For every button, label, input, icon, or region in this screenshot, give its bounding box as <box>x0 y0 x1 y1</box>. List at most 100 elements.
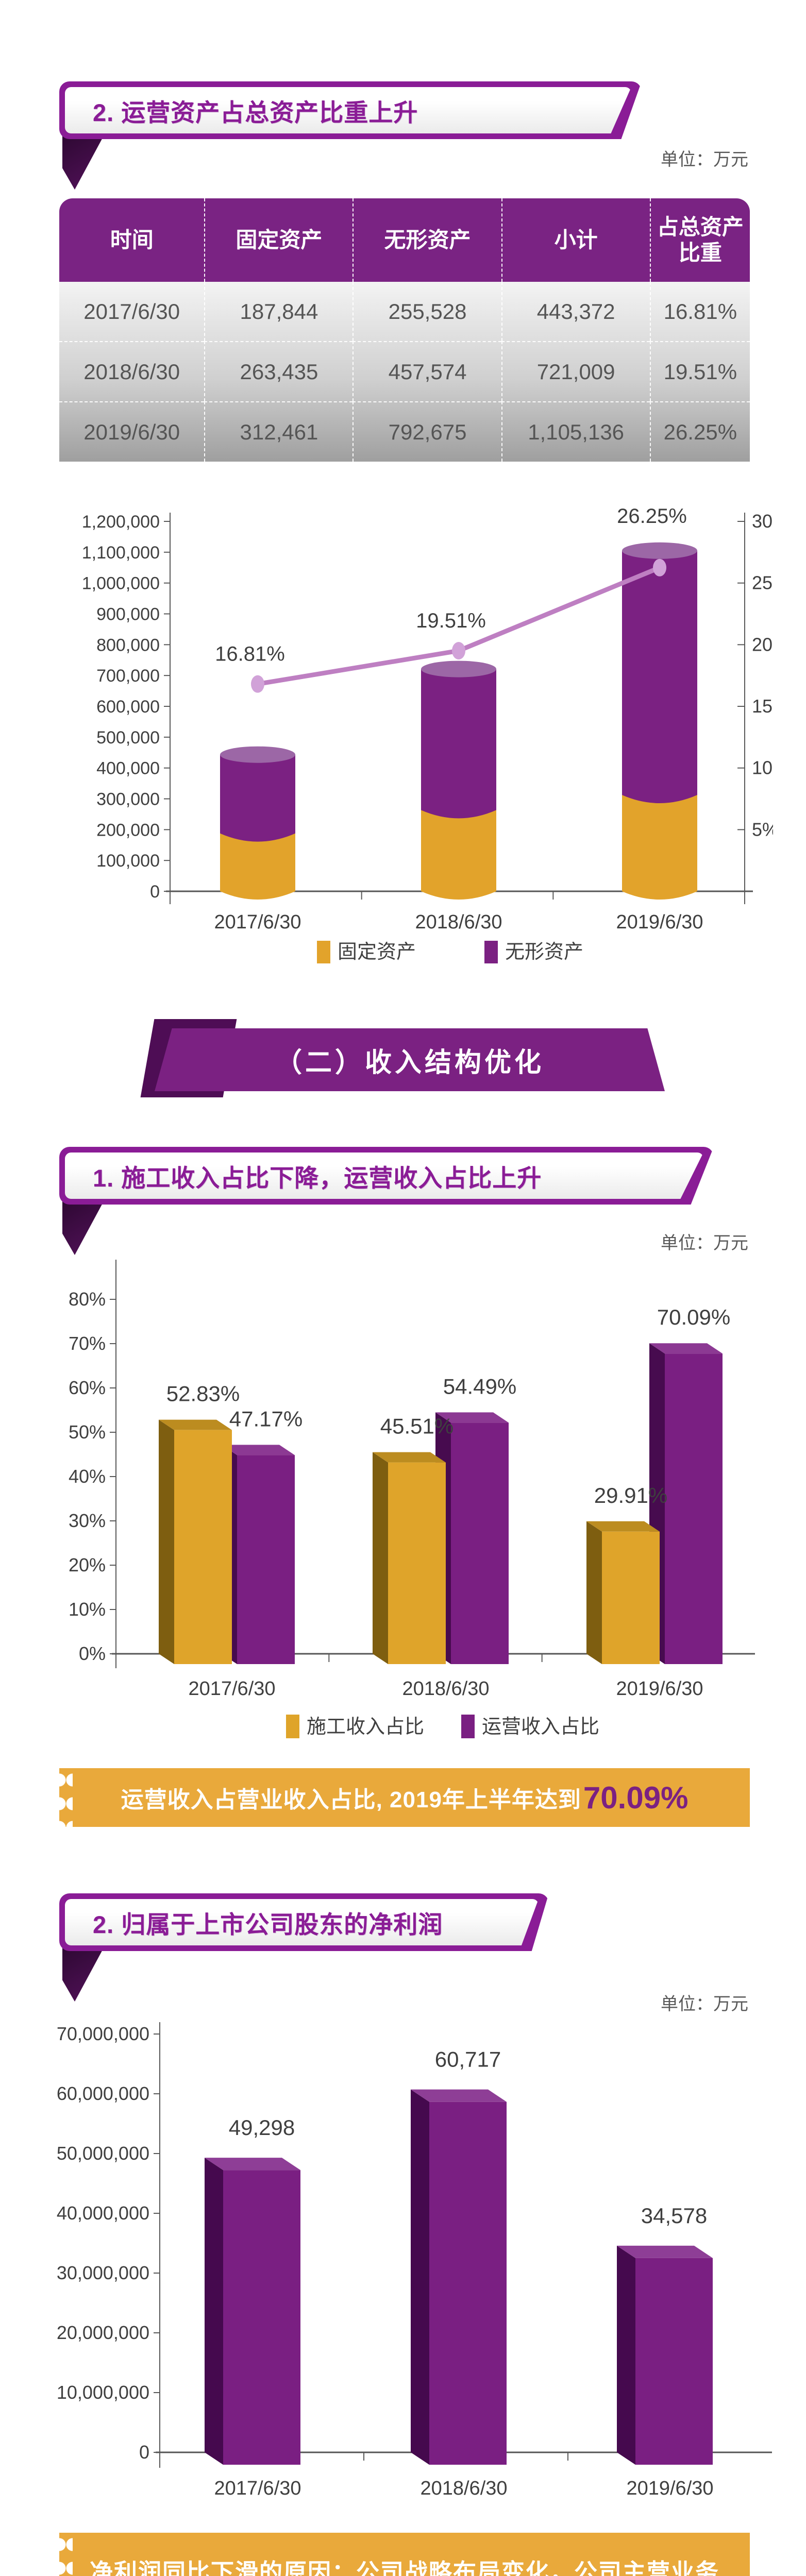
table-cell: 457,574 <box>352 341 501 401</box>
svg-text:10,000,000: 10,000,000 <box>57 2382 149 2403</box>
unit-label-2: 单位：万元 <box>661 1233 748 1253</box>
svg-text:80%: 80% <box>69 1289 106 1310</box>
svg-text:1,100,000: 1,100,000 <box>82 543 160 563</box>
svg-text:30%: 30% <box>69 1510 106 1531</box>
table-cell: 263,435 <box>204 341 353 401</box>
table-cell: 792,675 <box>352 401 501 462</box>
table-header-cell: 固定资产 <box>204 198 352 282</box>
svg-text:30,000,000: 30,000,000 <box>57 2262 149 2283</box>
net-profit-footer-banner: 净利润同比下滑的原因：公司战略布局变化，公司主营业务 收入结构调整，由环境产业建… <box>59 2533 750 2576</box>
banner-fold-ribbon <box>62 1201 104 1255</box>
svg-text:0: 0 <box>150 882 160 902</box>
table-header-cell: 占总资产比重 <box>649 198 750 282</box>
svg-text:70.09%: 70.09% <box>657 1305 730 1329</box>
svg-text:700,000: 700,000 <box>96 666 160 686</box>
svg-text:19.51%: 19.51% <box>416 609 486 632</box>
section1-title: 2. 运营资产占总资产比重上升 <box>93 98 418 126</box>
svg-text:20,000,000: 20,000,000 <box>57 2322 149 2343</box>
section1-title-banner: 2. 运营资产占总资产比重上升 <box>59 81 642 190</box>
svg-text:15%: 15% <box>752 696 773 717</box>
svg-text:26.25%: 26.25% <box>617 505 687 528</box>
asset-table-header: 时间 固定资产 无形资产 小计 占总资产比重 <box>59 198 750 282</box>
svg-text:40,000,000: 40,000,000 <box>57 2202 149 2224</box>
chart-assets-stacked-cylinder-line: 0 100,000 200,000 300,000 400,000 500,000 600,… <box>52 484 773 1005</box>
svg-text:29.91%: 29.91% <box>594 1483 667 1507</box>
svg-text:200,000: 200,000 <box>96 820 160 840</box>
svg-text:60,717: 60,717 <box>435 2047 501 2072</box>
svg-text:20%: 20% <box>752 634 773 655</box>
table-header-cell: 无形资产 <box>352 198 501 282</box>
svg-text:2019/6/30: 2019/6/30 <box>626 2478 713 2499</box>
svg-text:施工收入占比: 施工收入占比 <box>307 1716 424 1738</box>
section2-ribbon: （二）收入结构优化 <box>140 1019 665 1097</box>
banner-fold-ribbon <box>62 1948 104 2002</box>
ribbon-title: （二）收入结构优化 <box>155 1028 665 1091</box>
svg-text:54.49%: 54.49% <box>443 1374 516 1398</box>
svg-text:600,000: 600,000 <box>96 697 160 717</box>
svg-text:固定资产: 固定资产 <box>338 941 416 963</box>
svg-text:1,200,000: 1,200,000 <box>82 512 160 532</box>
table-header-cell: 时间 <box>110 228 154 252</box>
table-cell: 255,528 <box>352 282 501 341</box>
svg-text:20%: 20% <box>69 1554 106 1575</box>
asset-table-body: 2017/6/30 187,844 255,528 443,372 16.81% 2018… <box>59 282 750 462</box>
svg-text:70,000,000: 70,000,000 <box>57 2023 149 2044</box>
svg-text:900,000: 900,000 <box>96 605 160 624</box>
svg-text:70%: 70% <box>69 1333 106 1354</box>
svg-text:2018/6/30: 2018/6/30 <box>415 911 502 933</box>
unit-label-1: 单位：万元 <box>661 150 748 170</box>
table-cell: 26.25% <box>649 401 750 462</box>
table-cell: 16.81% <box>649 282 750 341</box>
asset-table: 时间 固定资产 无形资产 小计 占总资产比重 2017/6/30 187,844 255,5… <box>59 198 750 462</box>
svg-text:5%: 5% <box>752 819 773 840</box>
svg-text:0: 0 <box>139 2442 149 2463</box>
svg-text:34,578: 34,578 <box>641 2204 707 2228</box>
revenue-callout-banner: 运营收入占营业收入占比, 2019年上半年达到 70.09% <box>59 1768 750 1827</box>
table-cell: 721,009 <box>501 341 650 401</box>
svg-text:40%: 40% <box>69 1466 106 1487</box>
svg-text:60%: 60% <box>69 1377 106 1398</box>
svg-text:2018/6/30: 2018/6/30 <box>420 2478 507 2499</box>
table-cell: 443,372 <box>501 282 650 341</box>
svg-text:10%: 10% <box>752 757 773 778</box>
svg-text:49,298: 49,298 <box>229 2115 295 2140</box>
banner-border: 2. 运营资产占总资产比重上升 <box>59 81 642 139</box>
table-cell: 1,105,136 <box>501 401 650 462</box>
svg-text:25%: 25% <box>752 572 773 594</box>
svg-text:运营收入占比: 运营收入占比 <box>482 1716 599 1738</box>
table-cell: 2017/6/30 <box>83 299 180 324</box>
table-cell: 312,461 <box>204 401 353 462</box>
svg-text:52.83%: 52.83% <box>166 1382 240 1406</box>
chart-revenue-share-3d-bars: 0% 10% 20% 30% 40% 50% 60% 70% 80% 52.83% 47.17% 45… <box>52 1252 773 1762</box>
banner-inner: 1. 施工收入占比下降，运营收入占比上升 <box>65 1153 703 1199</box>
banner-border: 2. 归属于上市公司股东的净利润 <box>59 1893 549 1951</box>
section2-title-banner: 1. 施工收入占比下降，运营收入占比上升 <box>59 1147 714 1255</box>
callout-text: 运营收入占营业收入占比, 2019年上半年达到 <box>121 1787 581 1812</box>
section2-title: 1. 施工收入占比下降，运营收入占比上升 <box>93 1164 542 1192</box>
banner-inner: 2. 运营资产占总资产比重上升 <box>65 87 631 133</box>
svg-text:2018/6/30: 2018/6/30 <box>402 1678 489 1700</box>
table-cell: 19.51% <box>649 341 750 401</box>
svg-text:2017/6/30: 2017/6/30 <box>214 2478 301 2499</box>
svg-text:50%: 50% <box>69 1421 106 1443</box>
table-header-cell: 小计 <box>501 198 650 282</box>
table-cell: 2019/6/30 <box>59 401 205 462</box>
table-cell: 2018/6/30 <box>59 341 205 401</box>
svg-text:100,000: 100,000 <box>96 851 160 871</box>
svg-text:2019/6/30: 2019/6/30 <box>616 1678 703 1700</box>
svg-text:2017/6/30: 2017/6/30 <box>214 911 301 933</box>
svg-text:500,000: 500,000 <box>96 728 160 748</box>
chart-net-profit-3d-bars: 0 10,000,000 20,000,000 30,000,000 40,000,00… <box>52 2009 773 2504</box>
svg-text:400,000: 400,000 <box>96 759 160 778</box>
svg-text:16.81%: 16.81% <box>215 643 285 666</box>
svg-text:0%: 0% <box>79 1643 106 1664</box>
banner-fold-ribbon <box>62 136 104 190</box>
table-cell: 187,844 <box>204 282 352 341</box>
svg-text:2017/6/30: 2017/6/30 <box>188 1678 275 1700</box>
svg-text:1,000,000: 1,000,000 <box>82 574 160 594</box>
svg-text:60,000,000: 60,000,000 <box>57 2083 149 2104</box>
svg-text:47.17%: 47.17% <box>229 1406 303 1431</box>
svg-text:800,000: 800,000 <box>96 635 160 655</box>
banner-border: 1. 施工收入占比下降，运营收入占比上升 <box>59 1147 714 1205</box>
